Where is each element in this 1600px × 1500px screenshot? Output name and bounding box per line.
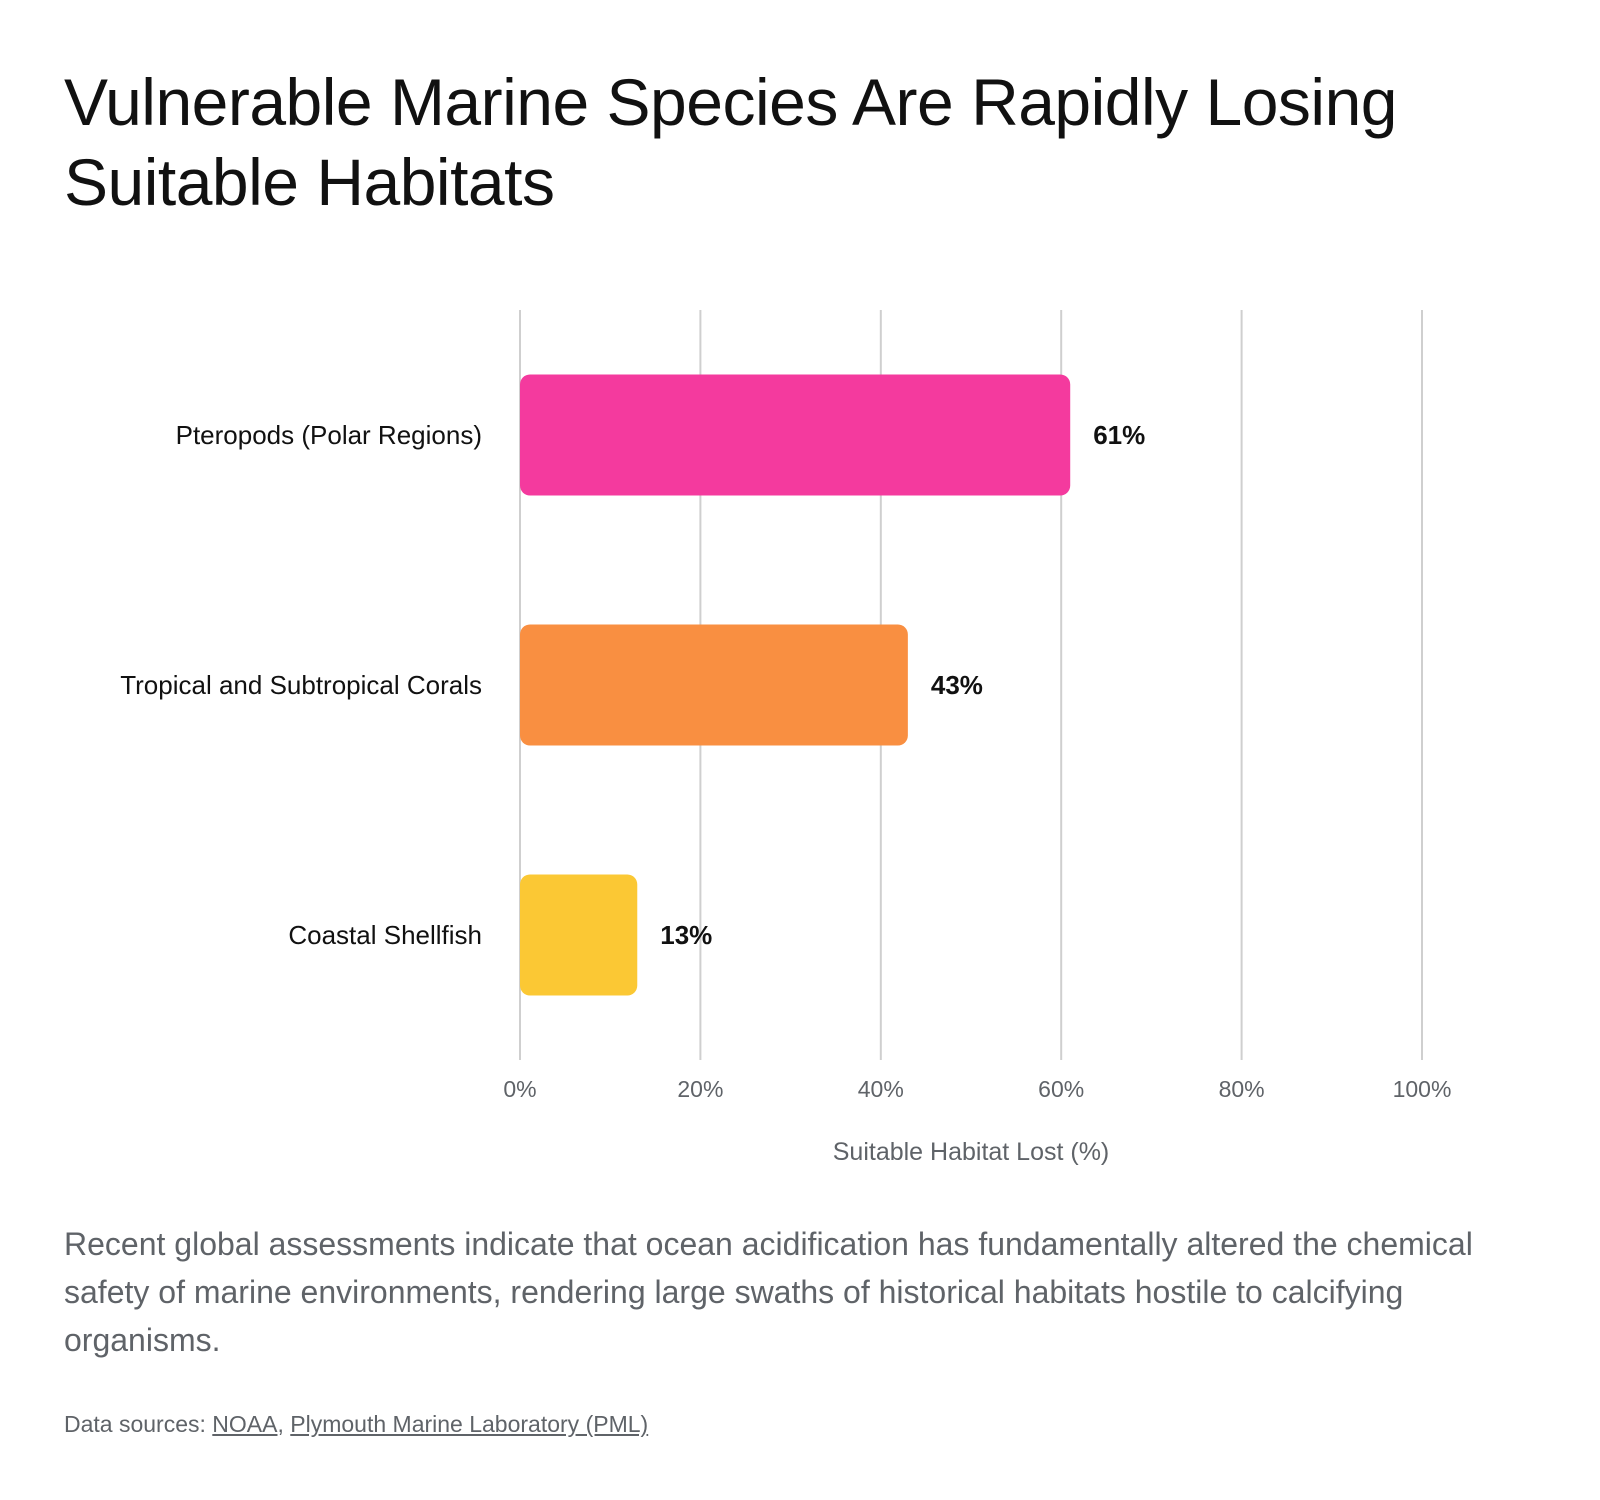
bar-1 [520,374,1071,496]
bar-2 [520,624,908,746]
source-link-pml[interactable]: Plymouth Marine Laboratory (PML) [290,1411,649,1437]
data-label: 43% [931,670,983,700]
data-label: 13% [660,920,712,950]
data-label: 61% [1093,420,1145,450]
category-label: Pteropods (Polar Regions) [176,420,482,450]
chart-description: Recent global assessments indicate that … [64,1226,1473,1358]
chart-title: Vulnerable Marine Species Are Rapidly Lo… [64,65,1398,219]
x-tick-label: 0% [503,1076,536,1102]
category-label: Tropical and Subtropical Corals [120,670,482,700]
sources-prefix: Data sources: [64,1411,206,1437]
category-label: Coastal Shellfish [288,920,482,950]
x-tick-label: 20% [677,1076,723,1102]
sources-separator: , [277,1411,284,1437]
data-sources: Data sources: NOAA, Plymouth Marine Labo… [64,1408,1554,1440]
x-axis-title: Suitable Habitat Lost (%) [833,1138,1110,1166]
source-link-noaa[interactable]: NOAA [212,1411,278,1437]
bar-3 [520,874,638,996]
x-tick-label: 100% [1393,1076,1452,1102]
x-tick-label: 60% [1038,1076,1084,1102]
x-tick-label: 40% [858,1076,904,1102]
x-tick-label: 80% [1219,1076,1265,1102]
